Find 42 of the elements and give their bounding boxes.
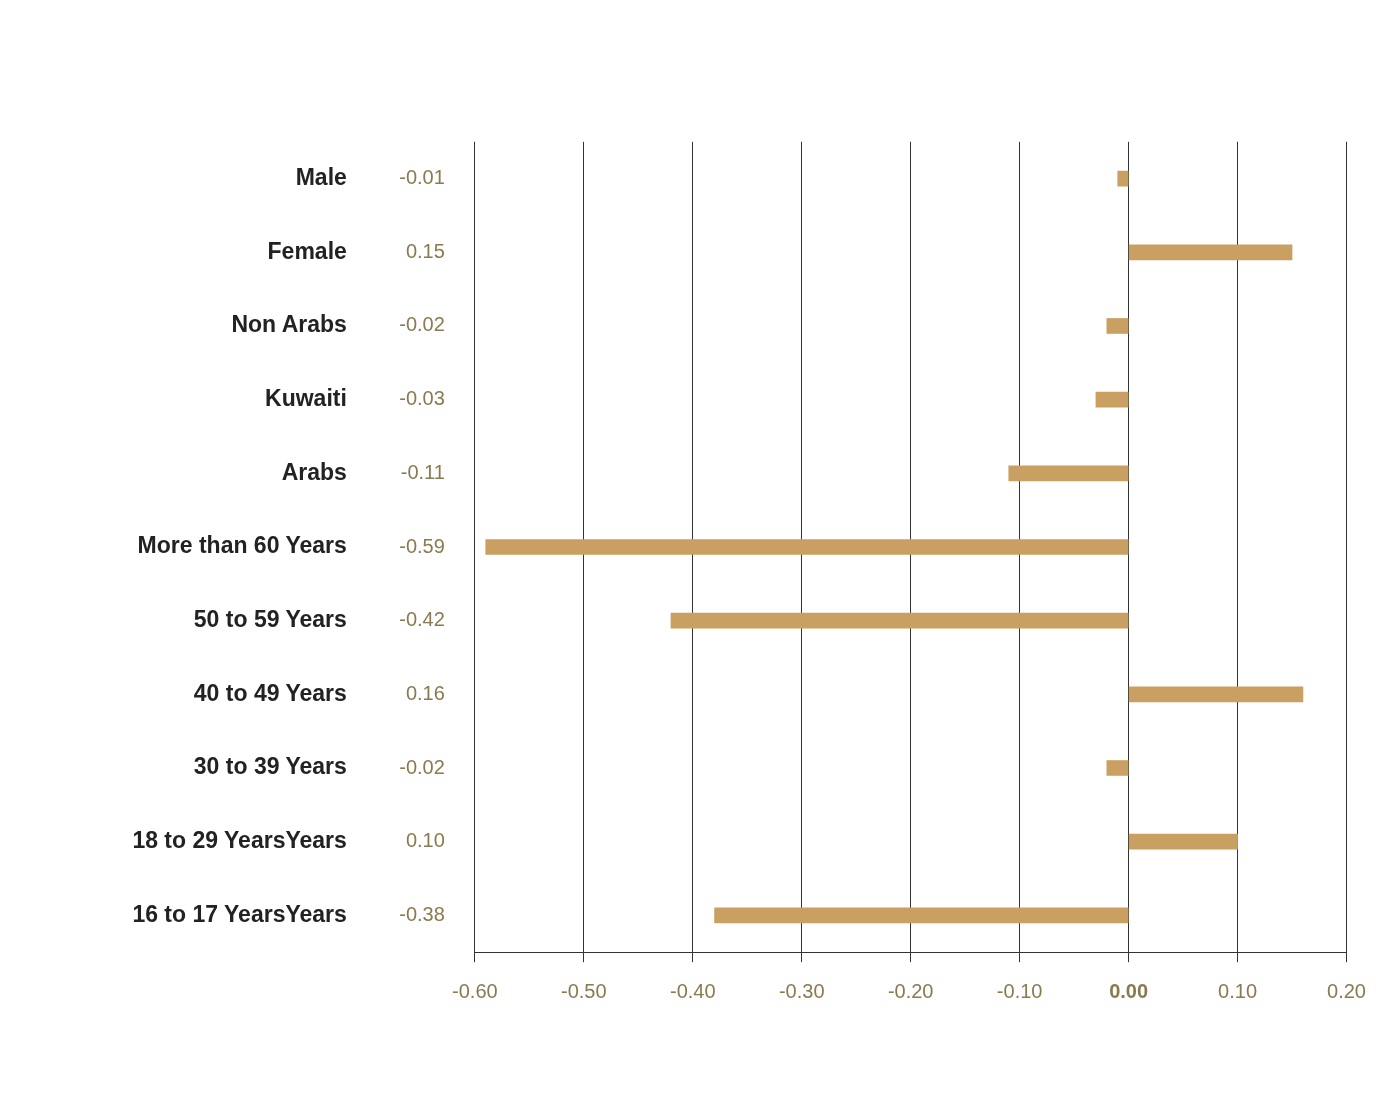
x-tick-label: -0.10 — [996, 979, 1043, 1002]
y-tick-label: Non Arabs — [231, 311, 347, 338]
x-tick-label: 0.20 — [1327, 979, 1367, 1002]
y-tick-label: 30 to 39 Years — [193, 753, 347, 780]
data-label: -0.59 — [399, 534, 445, 557]
data-label: 0.16 — [405, 681, 445, 704]
data-label: -0.42 — [399, 608, 445, 631]
data-label: -0.01 — [399, 166, 445, 189]
data-label: -0.11 — [400, 460, 445, 483]
bar — [485, 539, 1129, 555]
bar — [1095, 391, 1129, 408]
x-tick-label: -0.20 — [887, 979, 934, 1002]
bar — [1128, 686, 1304, 703]
y-tick-label: Female — [267, 237, 347, 264]
x-tick-label: 0.00 — [1109, 979, 1149, 1002]
y-tick-label: 18 to 29 YearsYears — [132, 827, 347, 854]
y-tick-label: Male — [295, 163, 347, 190]
data-label: 0.10 — [405, 829, 445, 852]
bar — [1128, 244, 1293, 261]
bar — [1106, 318, 1129, 334]
y-tick-label: Kuwaiti — [265, 385, 347, 411]
x-tick-label: -0.50 — [561, 979, 607, 1002]
bar — [670, 612, 1129, 629]
data-label: 0.15 — [405, 239, 445, 262]
bar — [714, 907, 1129, 924]
bar — [1117, 170, 1129, 187]
y-tick-label: 16 to 17 YearsYears — [132, 900, 347, 927]
data-label: -0.38 — [399, 902, 445, 925]
y-tick-label: 50 to 59 Years — [193, 606, 347, 633]
x-tick-label: 0.10 — [1218, 979, 1258, 1002]
data-label: -0.03 — [399, 387, 445, 410]
y-tick-label: More than 60 Years — [137, 532, 347, 559]
x-tick-label: -0.60 — [452, 979, 498, 1002]
x-tick-label: -0.40 — [669, 979, 716, 1002]
bar — [1106, 760, 1129, 776]
y-tick-label: 40 to 49 Years — [193, 679, 347, 706]
y-tick-label: Arabs — [281, 458, 347, 485]
data-label: -0.02 — [399, 755, 445, 778]
bar — [1008, 465, 1129, 482]
data-label: -0.02 — [399, 313, 445, 336]
x-tick-label: -0.30 — [778, 979, 825, 1002]
bar — [1128, 833, 1238, 850]
